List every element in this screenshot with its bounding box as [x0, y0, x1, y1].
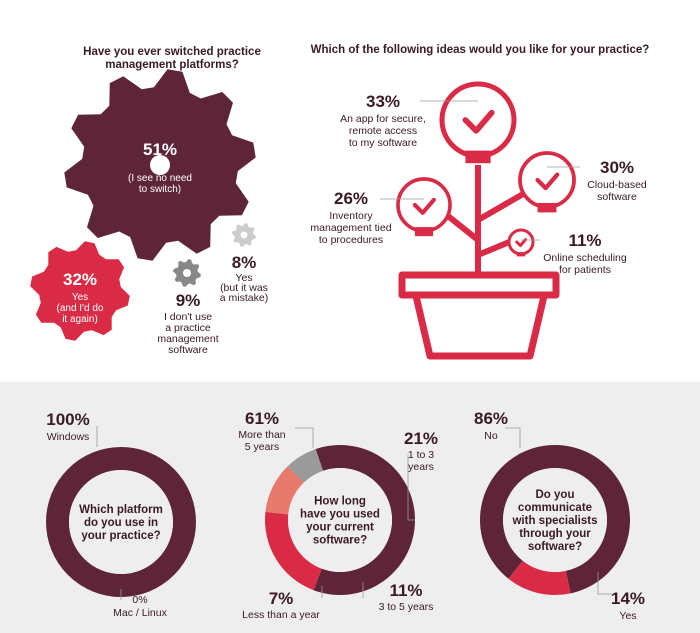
donut-label-text: 3 to 5 years — [379, 601, 434, 613]
bulb-label-pct: 11% — [568, 231, 601, 250]
donut-center-text: communicate — [518, 502, 592, 514]
donut-slice — [313, 445, 416, 595]
bulb-label-pct: 30% — [600, 158, 634, 177]
donut-label-text: years — [408, 461, 434, 473]
gear-chart-title: management platforms? — [105, 59, 239, 71]
bulb-label-pct: 26% — [334, 189, 368, 208]
donut-hole — [503, 468, 607, 572]
gear-label-text: it again) — [62, 314, 98, 325]
donut-center-text: Do you — [536, 489, 575, 501]
gear-hole — [183, 269, 191, 277]
bulb-icon — [507, 228, 535, 257]
donut-label-text: Windows — [47, 431, 90, 443]
donut-label-pct: 0% — [132, 594, 147, 606]
donut-center-text: have you used — [300, 509, 380, 521]
donut-label-pct: 11% — [389, 581, 422, 600]
donut-label-text: Mac / Linux — [113, 607, 167, 619]
gear-label-pct: 32% — [63, 270, 97, 289]
donut-label-text: Less than a year — [242, 609, 320, 621]
donut-hole — [288, 468, 392, 572]
donut-center-text: software? — [528, 541, 582, 553]
leader-line — [407, 455, 415, 521]
donut-label-text: No — [484, 430, 498, 442]
bulb-label-text: Online scheduling — [543, 252, 627, 264]
donut-label-pct: 100% — [46, 410, 89, 429]
donut-label-text: 5 years — [245, 441, 279, 453]
donut-center-text: through your — [519, 528, 591, 540]
bulb-label-text: An app for secure, — [340, 113, 426, 125]
gear-label-text: (and I'd do — [57, 303, 104, 314]
gear-hole — [150, 155, 170, 175]
bulb-label-text: for patients — [559, 264, 611, 276]
bulb-icon — [518, 151, 576, 213]
gear-hole — [240, 231, 248, 239]
bulb-label-text: Inventory — [329, 210, 373, 222]
donut-label-pct: 61% — [245, 409, 279, 428]
donut-slice — [508, 560, 571, 595]
gear-2 — [30, 241, 130, 341]
gear-label-text: management — [157, 333, 218, 345]
donut-slice — [480, 445, 630, 594]
donut-slice — [265, 466, 304, 515]
gear-label-pct: 9% — [176, 291, 201, 310]
plant-stem — [476, 187, 532, 223]
gear-label-text: (I see no need — [128, 173, 192, 184]
donut-center-text: software? — [313, 535, 367, 547]
donut-center-text: your practice? — [81, 530, 160, 542]
gear-label-text: software — [168, 344, 208, 356]
pot-rim — [398, 271, 560, 299]
leader-line — [295, 427, 314, 448]
donut-label-pct: 21% — [404, 429, 438, 448]
gear-label-text: (but it was — [220, 282, 268, 294]
donut-slice — [265, 511, 322, 591]
bulb-label-text: to procedures — [319, 234, 383, 246]
bulb-chart-title: Which of the following ideas would you l… — [311, 44, 650, 56]
donut-label-pct: 86% — [474, 409, 508, 428]
donut-slice — [46, 447, 196, 597]
bulb-icon — [439, 81, 517, 164]
gear-label-text: a practice — [165, 322, 211, 334]
donut-center-text: Which platform — [79, 504, 163, 516]
donut-center-text: with specialists — [511, 515, 597, 527]
gear-label-text: Yes — [72, 292, 88, 303]
donut-center-text: do you use in — [84, 517, 158, 529]
leader-line — [505, 427, 521, 448]
gear-chart-title: Have you ever switched practice — [83, 46, 261, 58]
donut-center-text: How long — [314, 496, 366, 508]
bulb-label-text: management tied — [310, 222, 391, 234]
donut-center-text: your current — [306, 522, 374, 534]
gear-label-pct: 51% — [143, 140, 177, 159]
donut-slice — [287, 449, 324, 483]
gear-label-text: to switch) — [139, 184, 181, 195]
gear-label-text: a mistake) — [220, 292, 268, 304]
gear-label-text: I don't use — [164, 311, 212, 323]
donut-label-text: More than — [238, 429, 285, 441]
donut-label-pct: 7% — [269, 589, 294, 608]
bulb-icon — [396, 177, 452, 237]
bulb-label-text: Cloud-based — [587, 179, 647, 191]
gear-label-pct: 8% — [232, 253, 257, 272]
bulb-label-text: remote access — [349, 125, 417, 137]
donut-label-text: 1 to 3 — [408, 449, 434, 461]
bulb-label-text: to my software — [349, 137, 417, 149]
gear-label-text: No — [154, 162, 167, 173]
bulb-label-text: software — [597, 191, 637, 203]
donut-label-text: Yes — [619, 610, 636, 622]
donut-label-pct: 14% — [611, 589, 645, 608]
leader-line — [597, 572, 612, 595]
donut-hole — [69, 470, 173, 574]
pot-body — [412, 295, 548, 360]
gear-label-text: Yes — [235, 272, 252, 284]
bulb-label-pct: 33% — [366, 92, 400, 111]
